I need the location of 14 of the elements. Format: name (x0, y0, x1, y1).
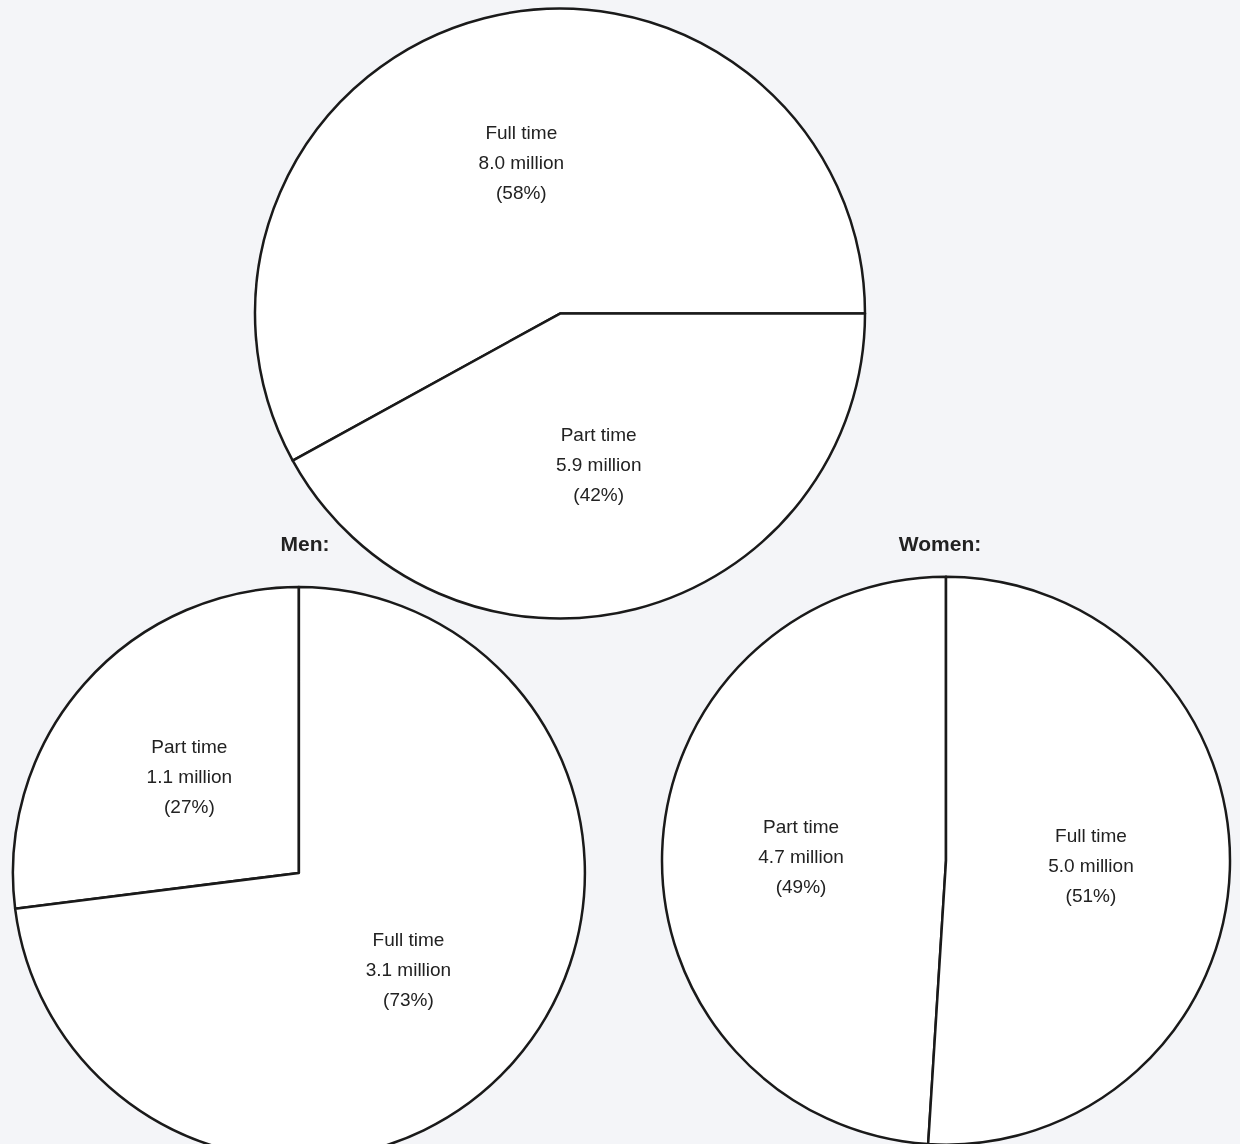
slice-label: Part time (151, 735, 228, 757)
data-label: 5.9 million (42%) (555, 453, 642, 505)
slice-label: Full time (372, 929, 445, 951)
chart-title: Women: (898, 532, 982, 555)
data-label: 5.0 million (51%) (1048, 854, 1134, 906)
data-label: 1.1 million (27%) (146, 765, 233, 817)
data-label: 3.1 million (73%) (365, 959, 452, 1011)
slice-label: Part time (763, 815, 840, 837)
slice-label: Full time (485, 122, 558, 144)
slice-label: Part time (560, 423, 637, 445)
data-label: 4.7 million (49%) (758, 845, 844, 897)
chart-title: Men: (280, 532, 330, 555)
slice-label: Full time (1055, 824, 1127, 846)
data-label: 8.0 million (58%) (478, 152, 565, 204)
